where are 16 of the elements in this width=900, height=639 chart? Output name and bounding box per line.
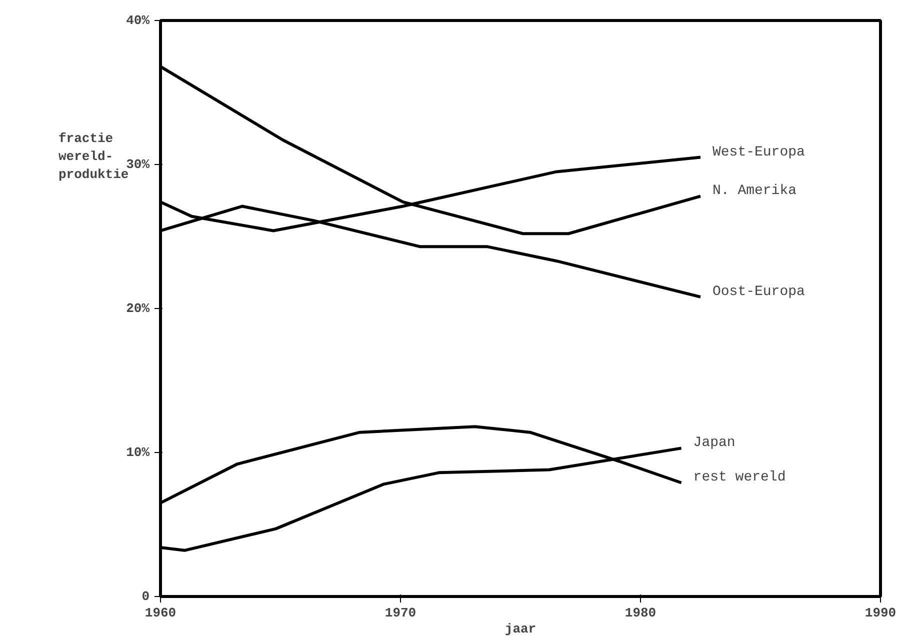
y-tick-label: 30% <box>126 157 150 172</box>
y-tick-label: 40% <box>126 13 150 28</box>
y-tick-label: 20% <box>126 301 150 316</box>
x-tick-label: 1960 <box>144 606 176 620</box>
series-label: Japan <box>693 435 736 452</box>
series-label: N. Amerika <box>712 183 797 200</box>
y-tick-label: 0 <box>142 589 150 604</box>
x-tick-label: 1990 <box>864 606 896 620</box>
series-label: rest wereld <box>693 470 786 486</box>
series-label: Oost-Europa <box>712 284 805 300</box>
x-tick-label: 1970 <box>384 606 416 620</box>
series-label: West-Europa <box>712 144 805 160</box>
x-axis-title: jaar <box>504 622 536 636</box>
line-series <box>160 65 702 236</box>
x-tick-label: 1980 <box>624 606 656 620</box>
y-tick-label: 10% <box>126 445 150 460</box>
